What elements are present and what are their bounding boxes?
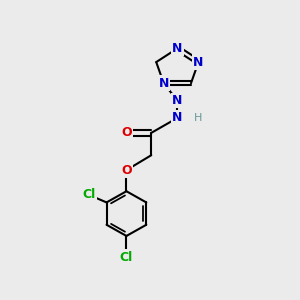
Text: N: N	[172, 42, 182, 55]
Text: Cl: Cl	[82, 188, 96, 202]
Text: N: N	[193, 56, 204, 69]
Text: H: H	[194, 113, 202, 124]
Text: O: O	[121, 126, 132, 140]
Text: N: N	[158, 77, 169, 90]
Text: O: O	[121, 164, 132, 177]
Text: Cl: Cl	[120, 250, 133, 264]
Text: N: N	[172, 112, 182, 124]
Text: N: N	[172, 94, 182, 107]
